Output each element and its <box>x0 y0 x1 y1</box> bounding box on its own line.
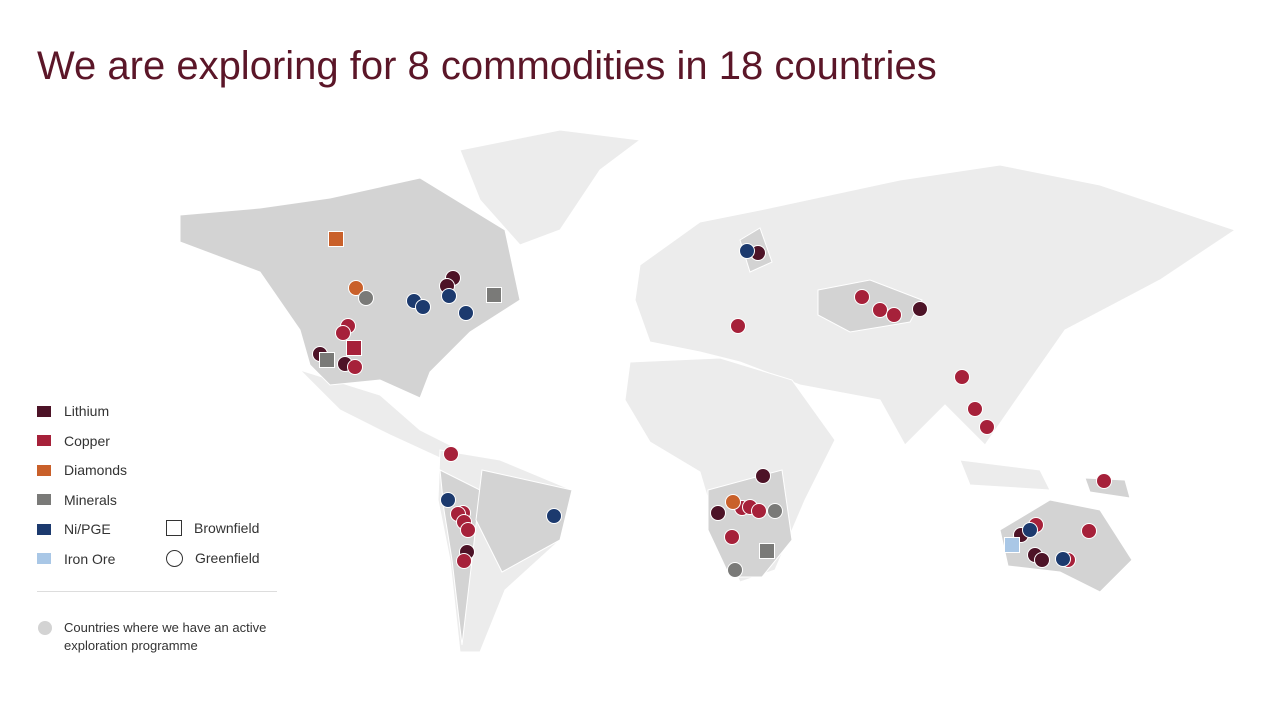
brownfield-marker <box>319 352 335 368</box>
site-shape <box>166 549 183 567</box>
note-swatch <box>38 621 52 635</box>
greenfield-marker <box>335 325 351 341</box>
legend-item: Minerals <box>37 492 117 508</box>
greenfield-marker <box>1034 552 1050 568</box>
site-shape <box>166 520 182 536</box>
legend-label: Lithium <box>64 403 110 419</box>
legend-label: Minerals <box>64 491 117 508</box>
legend-swatch <box>37 494 51 505</box>
legend-label: Copper <box>64 432 110 449</box>
legend-item: Copper <box>37 433 110 449</box>
brownfield-marker <box>759 543 775 559</box>
greenland <box>459 129 642 246</box>
brazil <box>475 469 573 573</box>
brownfield-marker <box>328 231 344 247</box>
greenfield-marker <box>358 290 374 306</box>
separator <box>37 591 277 592</box>
eurasia <box>634 164 1237 446</box>
central-america <box>299 369 462 459</box>
greenfield-marker <box>1081 523 1097 539</box>
site-legend-item: Brownfield <box>166 520 259 536</box>
legend-note: Countries where we have an active explor… <box>64 620 267 653</box>
greenfield-marker <box>415 299 431 315</box>
greenfield-marker <box>456 553 472 569</box>
brownfield-marker <box>1004 537 1020 553</box>
brownfield-marker <box>346 340 362 356</box>
legend-item: Ni/PGE <box>37 521 111 537</box>
greenfield-marker <box>725 494 741 510</box>
site-label: Brownfield <box>194 520 260 536</box>
legend-label: Diamonds <box>64 462 128 478</box>
greenfield-marker <box>348 280 364 296</box>
greenfield-marker <box>872 302 888 318</box>
greenfield-marker <box>755 468 771 484</box>
greenfield-marker <box>727 562 743 578</box>
greenfield-marker <box>854 289 870 305</box>
indonesia <box>959 459 1051 491</box>
greenfield-marker <box>443 446 459 462</box>
greenfield-marker <box>460 522 476 538</box>
greenfield-marker <box>979 419 995 435</box>
greenfield-marker <box>458 305 474 321</box>
greenfield-marker <box>751 503 767 519</box>
greenfield-marker <box>967 401 983 417</box>
greenfield-marker <box>710 505 726 521</box>
site-label: Greenfield <box>195 550 260 566</box>
title: We are exploring for 8 commodities in 18… <box>37 44 937 88</box>
legend-swatch <box>37 405 51 417</box>
greenfield-marker <box>441 288 457 304</box>
legend-swatch <box>37 553 51 564</box>
greenfield-marker <box>440 492 456 508</box>
greenfield-marker <box>724 529 740 545</box>
greenfield-marker <box>739 243 755 259</box>
legend-item: Lithium <box>37 403 109 419</box>
legend-swatch <box>37 464 51 476</box>
greenfield-marker <box>912 301 928 317</box>
legend-label: Iron Ore <box>64 550 116 567</box>
legend-item: Diamonds <box>37 462 127 478</box>
legend-swatch <box>37 523 51 535</box>
brownfield-marker <box>486 287 502 303</box>
legend-swatch <box>37 435 51 446</box>
greenfield-marker <box>1055 551 1071 567</box>
legend-label: Ni/PGE <box>64 521 111 537</box>
greenfield-marker <box>886 307 902 323</box>
site-legend-item: Greenfield <box>166 549 260 567</box>
greenfield-marker <box>954 369 970 385</box>
greenfield-marker <box>1022 522 1038 538</box>
greenfield-marker <box>546 508 562 524</box>
greenfield-marker <box>730 318 746 334</box>
greenfield-marker <box>1096 473 1112 489</box>
markers <box>312 231 1112 578</box>
legend-item: Iron Ore <box>37 551 115 567</box>
greenfield-marker <box>767 503 783 519</box>
greenfield-marker <box>347 359 363 375</box>
